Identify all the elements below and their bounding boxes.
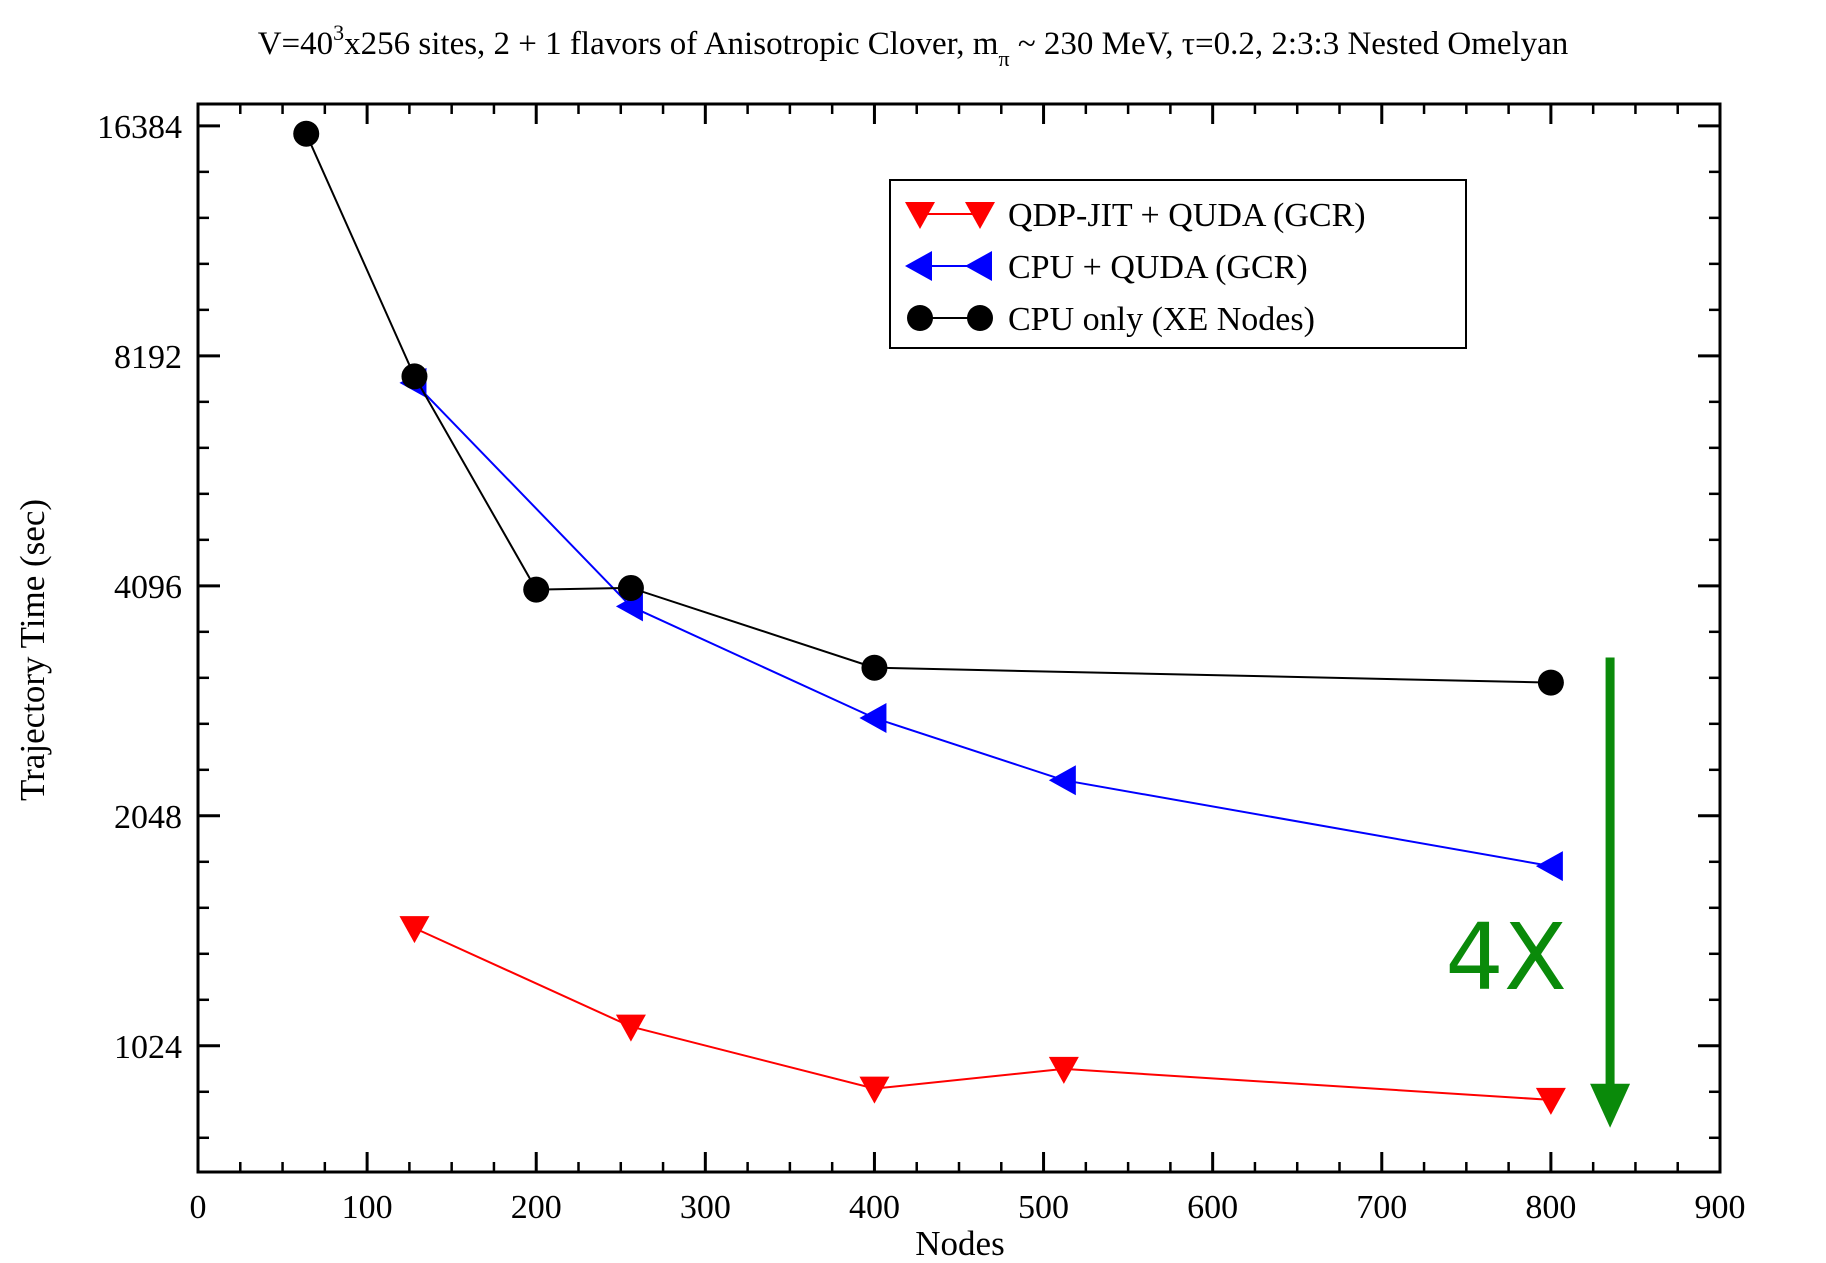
x-tick-label: 200: [511, 1189, 562, 1226]
x-tick-label: 500: [1018, 1189, 1069, 1226]
y-axis-label: Trajectory Time (sec): [13, 499, 52, 801]
data-point: [859, 1076, 890, 1104]
series-1: [399, 367, 1563, 882]
data-point: [1048, 765, 1076, 796]
x-tick-label: 600: [1187, 1189, 1238, 1226]
data-point: [859, 703, 887, 734]
legend-label: CPU + QUDA (GCR): [1008, 249, 1308, 286]
data-point: [861, 654, 888, 681]
chart-title: V=403x256 sites, 2 + 1 flavors of Anisot…: [258, 20, 1569, 71]
series-group: [293, 120, 1566, 1115]
x-tick-label: 800: [1525, 1189, 1576, 1226]
y-axis: 1024 2048 4096 8192 16384: [97, 109, 1720, 1140]
legend-marker: [965, 251, 992, 281]
y-tick-label: 4096: [114, 569, 182, 606]
series-line: [413, 382, 1552, 868]
x-axis-label: Nodes: [915, 1224, 1004, 1263]
data-point: [617, 574, 644, 601]
legend-label: QDP-JIT + QUDA (GCR): [1008, 197, 1366, 234]
legend-marker: [905, 202, 935, 229]
speedup-label: 4X: [1445, 904, 1567, 1011]
series-line: [305, 133, 1551, 684]
x-tick-label: 0: [190, 1189, 207, 1226]
data-point: [1537, 669, 1564, 696]
data-point: [1535, 1087, 1566, 1115]
series-0: [399, 916, 1566, 1115]
x-tick-label: 300: [680, 1189, 731, 1226]
x-tick-label: 700: [1356, 1189, 1407, 1226]
legend-label: CPU only (XE Nodes): [1008, 301, 1315, 338]
data-point: [523, 576, 550, 603]
speedup-annotation: 4X: [1445, 657, 1631, 1128]
y-tick-label: 8192: [114, 339, 182, 376]
series-line: [414, 927, 1551, 1101]
legend-entry: CPU only (XE Nodes): [907, 301, 1315, 338]
x-tick-label: 100: [342, 1189, 393, 1226]
legend: QDP-JIT + QUDA (GCR) CPU + QUDA (GCR) CPU …: [889, 179, 1467, 349]
data-point: [293, 120, 320, 147]
legend-entry: CPU + QUDA (GCR): [905, 249, 1308, 286]
arrow-head: [1590, 1083, 1631, 1128]
legend-marker: [907, 305, 933, 331]
legend-entry: QDP-JIT + QUDA (GCR): [905, 197, 1366, 234]
x-tick-label: 900: [1695, 1189, 1746, 1226]
series-2: [293, 120, 1564, 696]
data-point: [401, 363, 428, 390]
data-point: [1535, 851, 1563, 882]
legend-marker: [967, 305, 993, 331]
y-tick-label: 16384: [97, 109, 182, 146]
y-tick-label: 1024: [114, 1029, 182, 1066]
legend-marker: [965, 202, 995, 229]
data-point: [1048, 1056, 1079, 1084]
data-point: [615, 1014, 646, 1042]
x-tick-label: 400: [849, 1189, 900, 1226]
y-tick-label: 2048: [114, 799, 182, 836]
data-point: [399, 916, 430, 944]
legend-marker: [905, 251, 932, 281]
x-axis: 0 100 200 300 400 500 600 700 800 900: [190, 104, 1746, 1226]
